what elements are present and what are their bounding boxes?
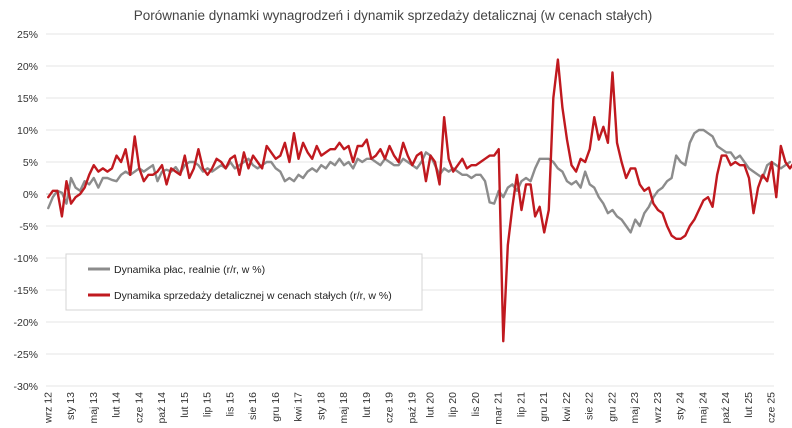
x-tick-label: paź 14 xyxy=(156,392,168,424)
y-tick-label: 25% xyxy=(17,29,38,41)
y-tick-label: 10% xyxy=(17,125,38,137)
y-tick-label: -25% xyxy=(13,349,38,361)
x-tick-label: lip 20 xyxy=(447,392,459,417)
x-tick-label: sie 22 xyxy=(584,392,596,420)
x-tick-label: cze 25 xyxy=(766,392,778,423)
series-lines xyxy=(47,58,792,343)
y-axis: 25% 20% 15% 10% 5% 0% -5% -10% -15% -20% -25% -30% xyxy=(13,29,38,393)
legend: Dynamika płac, realnie (r/r, w %) Dynami… xyxy=(65,253,423,311)
y-tick-label: 15% xyxy=(17,93,38,105)
x-tick-label: cze 14 xyxy=(133,392,145,423)
x-tick-label: lut 20 xyxy=(424,392,436,418)
y-tick-label: -5% xyxy=(19,221,38,233)
x-tick-label: lut 25 xyxy=(743,392,755,418)
x-tick-label: paź 19 xyxy=(406,392,418,424)
x-tick-label: sie 16 xyxy=(247,392,259,420)
y-tick-label: -20% xyxy=(13,317,38,329)
x-tick-label: sty 13 xyxy=(65,392,77,420)
x-tick-label: lis 20 xyxy=(470,392,482,417)
x-tick-label: maj 23 xyxy=(629,392,641,424)
x-tick-label: maj 13 xyxy=(88,392,100,424)
x-tick-label: maj 24 xyxy=(697,392,709,424)
y-tick-label: 0% xyxy=(23,189,38,201)
x-tick-label: gru 21 xyxy=(538,392,550,422)
x-tick-label: sty 18 xyxy=(315,392,327,420)
series-line-wages xyxy=(47,128,792,234)
x-tick-label: lis 15 xyxy=(224,392,236,417)
x-tick-label: paź 24 xyxy=(720,392,732,424)
x-axis: wrz 12 sty 13 maj 13 lut 14 cze 14 paź 14 lut … xyxy=(42,392,777,425)
x-tick-label: lip 15 xyxy=(202,392,214,417)
x-tick-label: lut 14 xyxy=(111,392,123,418)
legend-label-wages: Dynamika płac, realnie (r/r, w %) xyxy=(114,264,265,276)
x-tick-label: wrz 12 xyxy=(42,392,54,424)
x-tick-label: lut 19 xyxy=(361,392,373,418)
x-tick-label: maj 18 xyxy=(338,392,350,424)
y-tick-label: -30% xyxy=(13,381,38,393)
y-tick-label: 5% xyxy=(23,157,38,169)
x-tick-label: mar 21 xyxy=(493,392,505,425)
series-line-retail xyxy=(47,58,792,343)
x-tick-label: lut 15 xyxy=(179,392,191,418)
x-tick-label: gru 16 xyxy=(270,392,282,422)
x-tick-label: cze 19 xyxy=(384,392,396,423)
y-tick-label: 20% xyxy=(17,61,38,73)
chart-title: Porównanie dynamki wynagrodzeń i dynamik… xyxy=(134,8,653,23)
x-tick-label: sty 24 xyxy=(675,392,687,420)
legend-label-retail: Dynamika sprzedaży detalicznej w cenach … xyxy=(114,290,392,302)
y-tick-label: -10% xyxy=(13,253,38,265)
x-tick-label: kwi 17 xyxy=(293,392,305,422)
x-tick-label: gru 22 xyxy=(606,392,618,422)
y-tick-label: -15% xyxy=(13,285,38,297)
x-tick-label: kwi 22 xyxy=(561,392,573,422)
x-tick-label: lip 21 xyxy=(515,392,527,417)
x-tick-label: wrz 23 xyxy=(652,392,664,424)
legend-box xyxy=(65,253,423,311)
